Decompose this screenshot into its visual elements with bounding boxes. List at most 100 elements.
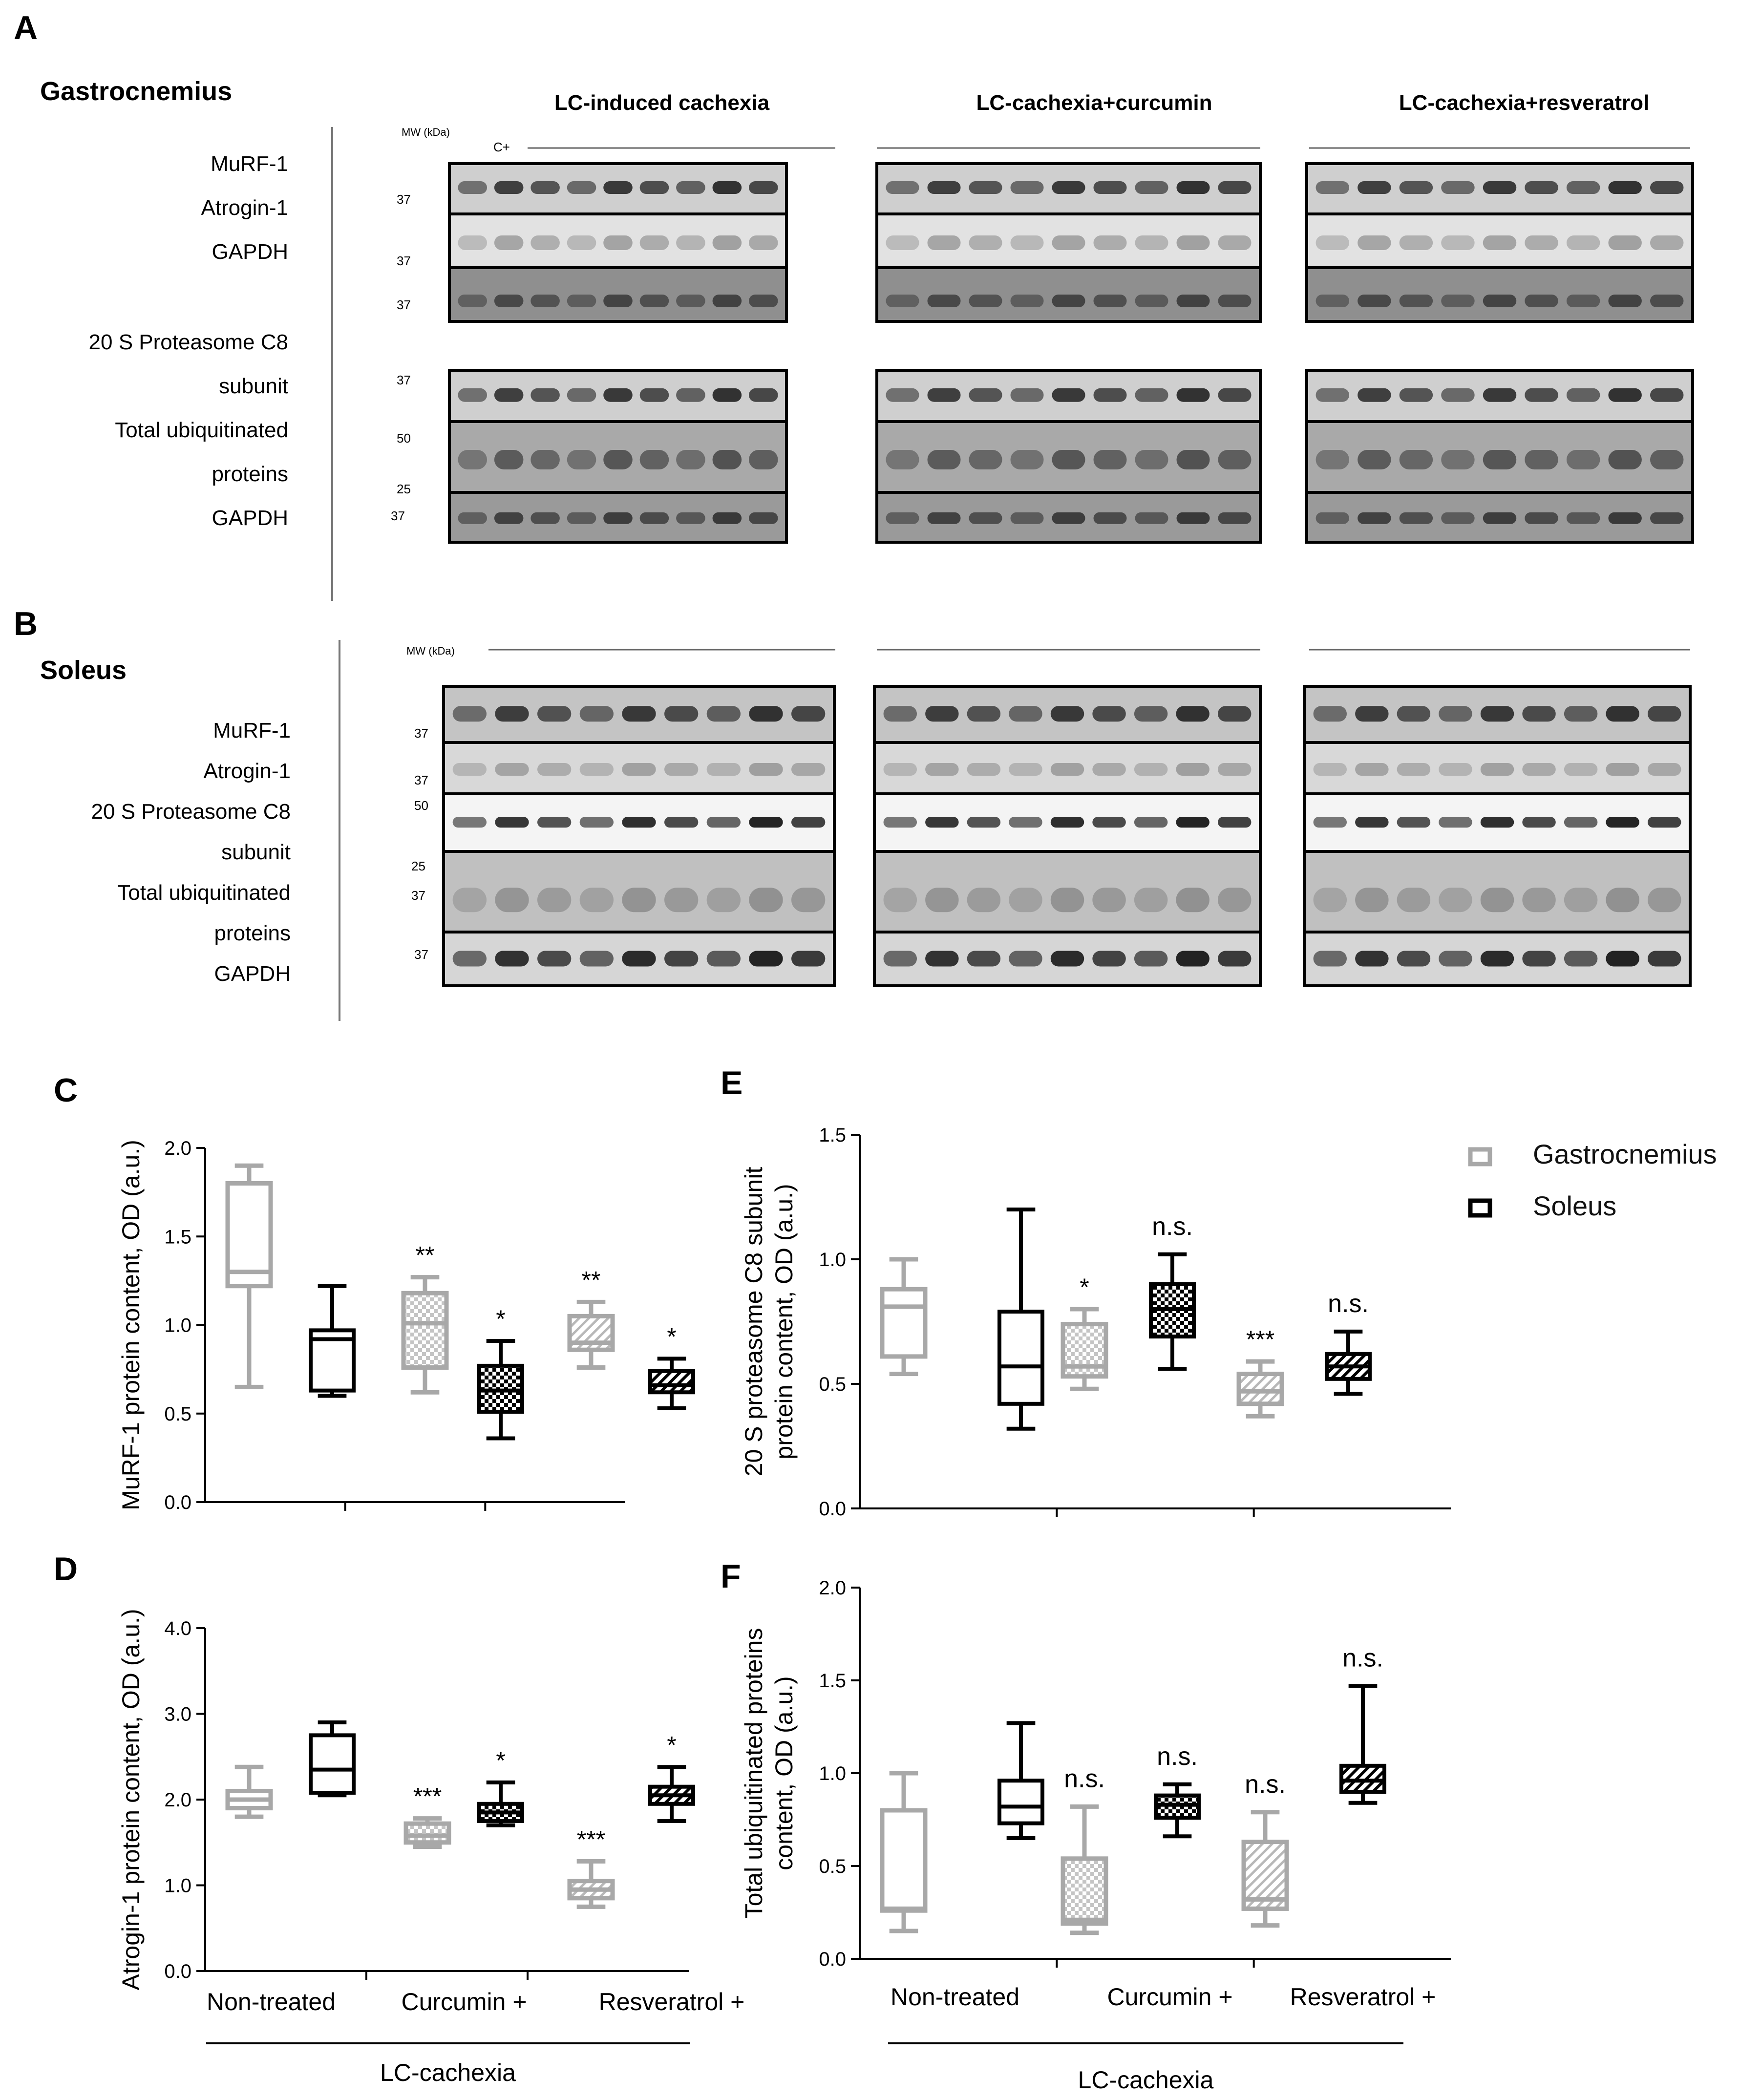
row-label-subunit: subunit <box>219 374 288 398</box>
blot-band <box>664 888 699 912</box>
blot-band <box>1218 888 1252 912</box>
row-label-subunit-b: subunit <box>221 840 291 864</box>
mw-marker: 37 <box>414 726 428 741</box>
blot-band <box>1218 817 1252 828</box>
blot-band <box>749 181 778 194</box>
blot-band <box>622 817 656 828</box>
x-category-label: Resveratrol + <box>1290 1983 1436 2011</box>
blot-band <box>1176 888 1210 912</box>
blot-band <box>1608 388 1642 402</box>
blot-band <box>1050 763 1084 776</box>
blot-band <box>1441 295 1475 307</box>
box-body <box>403 1821 451 1845</box>
blot-band <box>1355 888 1389 912</box>
blot-band <box>749 235 778 250</box>
blot-band <box>1009 706 1042 722</box>
blot-band <box>1650 450 1684 469</box>
blot-band <box>1135 512 1168 524</box>
row-label-murf1-b: MuRF-1 <box>213 719 291 742</box>
blot-a-g2-r2 <box>875 212 1262 269</box>
significance-label: *** <box>413 1783 442 1810</box>
blot-band <box>1218 763 1252 776</box>
box-soleus-2: n.s. <box>1149 1212 1196 1371</box>
blot-band <box>1566 512 1600 524</box>
blot-a-g2-r5 <box>875 420 1262 494</box>
blot-band <box>458 512 487 524</box>
blot-band <box>1092 888 1126 912</box>
blot-band <box>495 951 529 967</box>
blot-band <box>1650 295 1684 307</box>
blot-band <box>1483 512 1517 524</box>
blot-band <box>1355 763 1389 776</box>
blot-band <box>1566 295 1600 307</box>
blot-band <box>927 388 961 402</box>
blot-a-g1-r1 <box>448 162 788 215</box>
chart-e: 0.0 0.5 1.0 1.5 20 S proteasome C8 subunit pr… <box>740 1124 1451 1520</box>
blot-band <box>886 388 919 402</box>
blot-b-g3-r4 <box>1303 850 1692 933</box>
panel-a-blots: A Gastrocnemius LC-induced cachexia LC-c… <box>14 9 1690 601</box>
panel-letter-e: E <box>721 1064 743 1102</box>
blot-band <box>1522 888 1556 912</box>
blot-band <box>603 235 633 250</box>
blot-band <box>1606 763 1639 776</box>
box-soleus-2: n.s. <box>1154 1742 1201 1839</box>
blot-band <box>1052 450 1085 469</box>
blot-band <box>664 951 699 967</box>
group-title-1: LC-induced cachexia <box>554 91 770 115</box>
blot-band <box>749 763 783 776</box>
blot-band <box>1648 706 1681 722</box>
blot-band <box>1648 763 1681 776</box>
legend-label-gastrocnemius: Gastrocnemius <box>1533 1139 1717 1169</box>
legend-swatch-soleus <box>1468 1198 1492 1218</box>
blot-band <box>1218 235 1252 250</box>
blot-band <box>712 295 742 307</box>
blot-band <box>749 512 778 524</box>
y-tick-label: 1.5 <box>164 1226 191 1248</box>
y-tick-label: 2.0 <box>819 1577 846 1599</box>
blot-band <box>1009 763 1042 776</box>
blot-band <box>1608 295 1642 307</box>
box-gastrocnemius-3: *** <box>567 1825 615 1909</box>
blot-band <box>1522 951 1556 967</box>
blot-band <box>883 888 917 912</box>
blot-band <box>452 706 487 722</box>
blot-b-g1-r3 <box>442 792 836 853</box>
blot-band <box>1050 951 1084 967</box>
blot-band <box>1397 817 1431 828</box>
y-axis-label-line: 20 S proteasome C8 subunit <box>740 1167 767 1477</box>
blot-band <box>1648 817 1681 828</box>
blot-band <box>1439 951 1472 967</box>
blot-band <box>537 817 572 828</box>
blot-band <box>1399 450 1433 469</box>
blot-band <box>969 388 1002 402</box>
blot-band <box>603 512 633 524</box>
blot-band <box>1358 512 1391 524</box>
blot-band <box>1355 706 1389 722</box>
blot-band <box>1525 295 1558 307</box>
panel-b-blots: B Soleus MW (kDa) MuRF-1 Atrogin-1 20 S … <box>14 605 1690 1021</box>
blot-band <box>458 181 487 194</box>
blot-band <box>1522 706 1556 722</box>
blot-band <box>1313 706 1347 722</box>
blot-band <box>1399 512 1433 524</box>
group-label: LC-cachexia <box>1078 2066 1214 2094</box>
blot-band <box>579 763 614 776</box>
mw-marker: 37 <box>397 373 411 387</box>
blot-band <box>567 295 596 307</box>
western-blot-images-a <box>448 162 1694 544</box>
box-soleus-1 <box>309 1720 356 1798</box>
blot-band <box>1606 951 1639 967</box>
blot-band <box>603 450 633 469</box>
blot-b-g1-r4 <box>442 850 836 933</box>
blot-b-g2-r2 <box>873 741 1262 795</box>
blot-band <box>1050 706 1084 722</box>
box-soleus-1 <box>309 1284 356 1398</box>
x-category-label: Non-treated <box>207 1988 336 2015</box>
blot-band <box>458 235 487 250</box>
box-body <box>401 1291 449 1370</box>
blot-band <box>1010 181 1044 194</box>
blot-band <box>494 512 524 524</box>
blot-band <box>494 235 524 250</box>
y-tick-label: 2.0 <box>164 1789 191 1811</box>
